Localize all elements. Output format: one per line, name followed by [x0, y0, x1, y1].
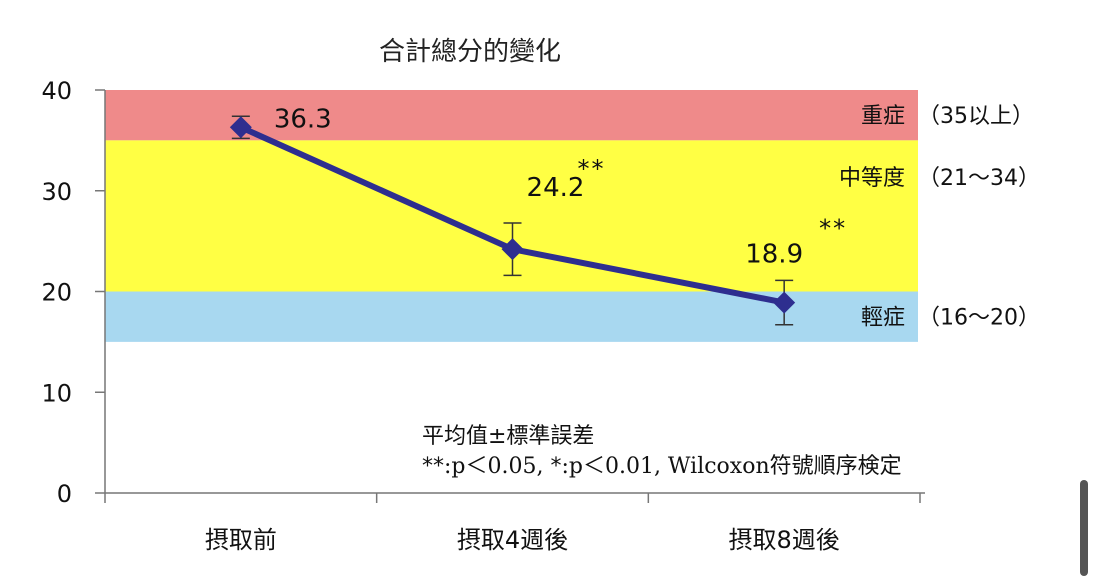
band-label-2: 輕症	[861, 306, 905, 331]
data-point	[229, 116, 252, 139]
y-tick-label: 0	[57, 480, 72, 508]
band-0	[105, 90, 918, 141]
band-range-label-1: （21～34）	[918, 166, 1040, 191]
x-category-label: 摂取8週後	[729, 526, 840, 554]
axes: 0 10 20 30 40 摂取前 摂取4週後 摂取8週後	[41, 77, 925, 554]
chart-note: 平均值±標準誤差 **:p＜0.05, *:p＜0.01, Wilcoxon符號…	[422, 424, 902, 479]
data-label: 24.2	[527, 173, 585, 203]
y-tick-label: 30	[41, 178, 72, 206]
x-category-label: 摂取前	[205, 526, 277, 554]
band-1	[105, 140, 918, 292]
y-tick-label: 10	[41, 379, 72, 407]
data-point	[501, 238, 524, 261]
band-range-label-2: （16～20）	[918, 306, 1040, 331]
note-line-2: **:p＜0.05, *:p＜0.01, Wilcoxon符號順序検定	[422, 454, 902, 479]
series: 36.324.2**18.9**	[229, 104, 847, 326]
band-range-label-0: （35以上）	[918, 104, 1034, 129]
band-2	[105, 291, 918, 342]
significance-mark: **	[578, 155, 606, 183]
band-label-0: 重症	[861, 104, 905, 129]
data-label: 36.3	[274, 104, 332, 134]
note-line-1: 平均值±標準誤差	[422, 424, 594, 449]
y-tick-label: 20	[41, 279, 72, 307]
chart-title: 合計總分的變化	[379, 37, 561, 67]
data-point	[773, 291, 796, 314]
note-p001: :p＜0.01, Wilcoxon	[561, 454, 769, 479]
note-single-star: *	[550, 454, 561, 479]
data-label: 18.9	[745, 240, 803, 270]
note-p005: :p＜0.05,	[444, 454, 550, 479]
band-label-1: 中等度	[839, 166, 905, 191]
x-category-label: 摂取4週後	[457, 526, 568, 554]
note-test-name: 符號順序検定	[770, 454, 902, 479]
scrollbar[interactable]	[1080, 480, 1088, 576]
note-double-star: **	[422, 454, 444, 479]
significance-mark: **	[819, 215, 847, 243]
y-tick-label: 40	[41, 77, 72, 105]
